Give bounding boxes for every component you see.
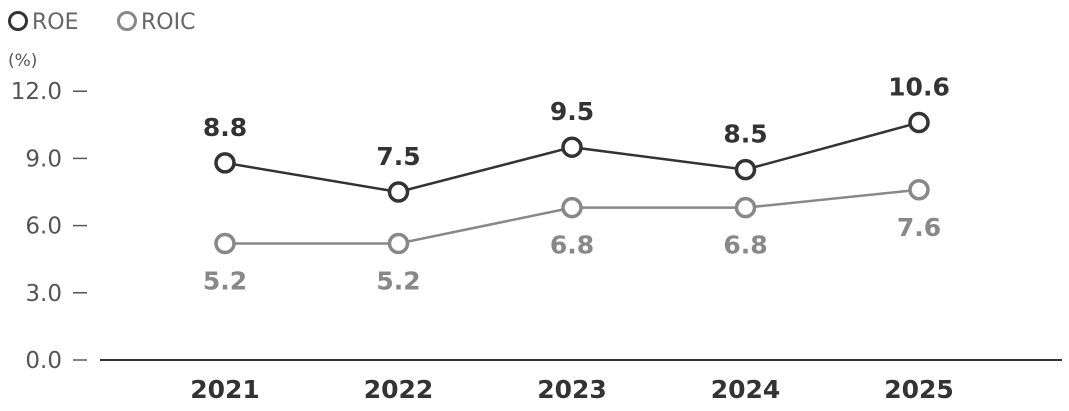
data-point-roe [734,158,757,181]
x-tick-label: 2023 [537,375,607,404]
data-point-roic [387,232,410,255]
y-unit-label: (%) [8,51,37,71]
y-tick-label: 6.0 [25,214,62,240]
legend-marker-roe-icon [8,11,28,31]
y-tick-label: 9.0 [25,146,62,172]
data-point-roic [214,232,236,255]
data-point-roe [561,136,583,158]
legend-marker-roic-icon [117,11,137,31]
y-axis: 0.0 3.0 6.0 9.0 12.0 [11,79,87,374]
y-tick-label: 0.0 [25,348,62,374]
data-label-roic: 6.8 [550,231,594,260]
data-label-roe: 7.5 [376,142,420,171]
y-tick-label: 3.0 [25,281,62,307]
data-point-roe [908,111,930,134]
data-label-roe: 8.8 [203,113,247,142]
data-point-roic [561,196,583,219]
x-axis: 2021 2022 2023 2024 2025 [190,375,954,404]
data-label-roic: 5.2 [203,267,247,296]
data-point-roic [908,179,930,201]
legend-label-roic: ROIC [141,10,195,35]
legend-label-roe: ROE [32,10,79,35]
data-label-roe: 8.5 [723,120,767,149]
data-label-roe: 9.5 [550,97,594,126]
data-label-roic: 6.8 [723,231,767,260]
data-label-roic: 7.6 [897,213,941,242]
x-tick-label: 2024 [711,375,781,404]
data-label-roe: 10.6 [888,73,950,102]
data-point-roe [387,181,410,203]
data-label-roic: 5.2 [376,267,420,296]
data-point-roic [734,196,757,219]
x-tick-label: 2021 [190,375,260,404]
series-roic: 5.2 5.2 6.8 6.8 7.6 [203,179,941,296]
x-tick-label: 2025 [884,375,954,404]
series-layer: 5.2 5.2 6.8 6.8 7.6 8.8 7.5 9.5 8.5 10.6 [203,73,950,296]
y-tick-label: 12.0 [11,79,62,105]
legend: ROE ROIC [8,10,195,35]
data-point-roe [214,152,236,174]
series-roe: 8.8 7.5 9.5 8.5 10.6 [203,73,950,203]
x-tick-label: 2022 [364,375,434,404]
